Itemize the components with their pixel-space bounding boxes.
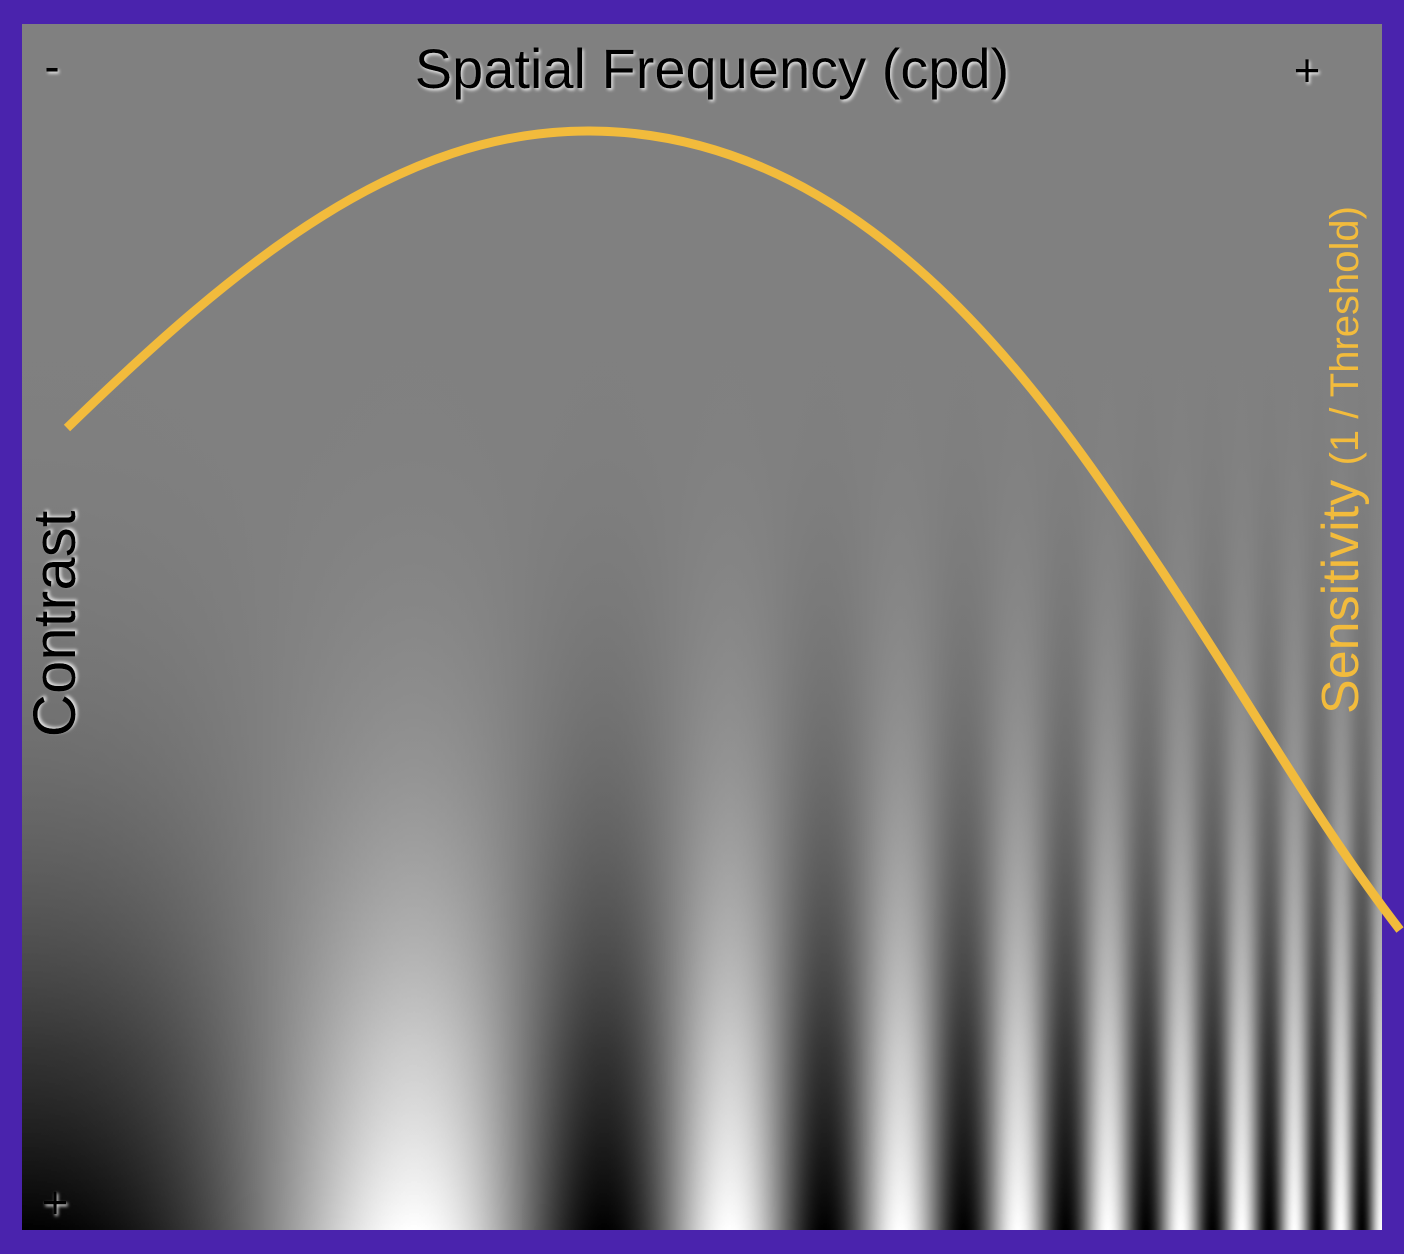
sensitivity-label: Sensitivity (1 / Threshold): [1312, 206, 1370, 714]
contrast-label: Contrast: [21, 510, 88, 737]
x-max-marker: +: [1294, 44, 1321, 96]
spatial-frequency-title: Spatial Frequency (cpd): [415, 37, 1010, 100]
sensitivity-label-main: Sensitivity: [1312, 480, 1370, 714]
y-max-marker: +: [42, 1176, 69, 1228]
x-min-marker: -: [44, 40, 59, 92]
sensitivity-curve: [63, 126, 1404, 933]
contrast-fade: [22, 24, 1382, 1230]
sensitivity-label-suffix: (1 / Threshold): [1323, 206, 1367, 465]
